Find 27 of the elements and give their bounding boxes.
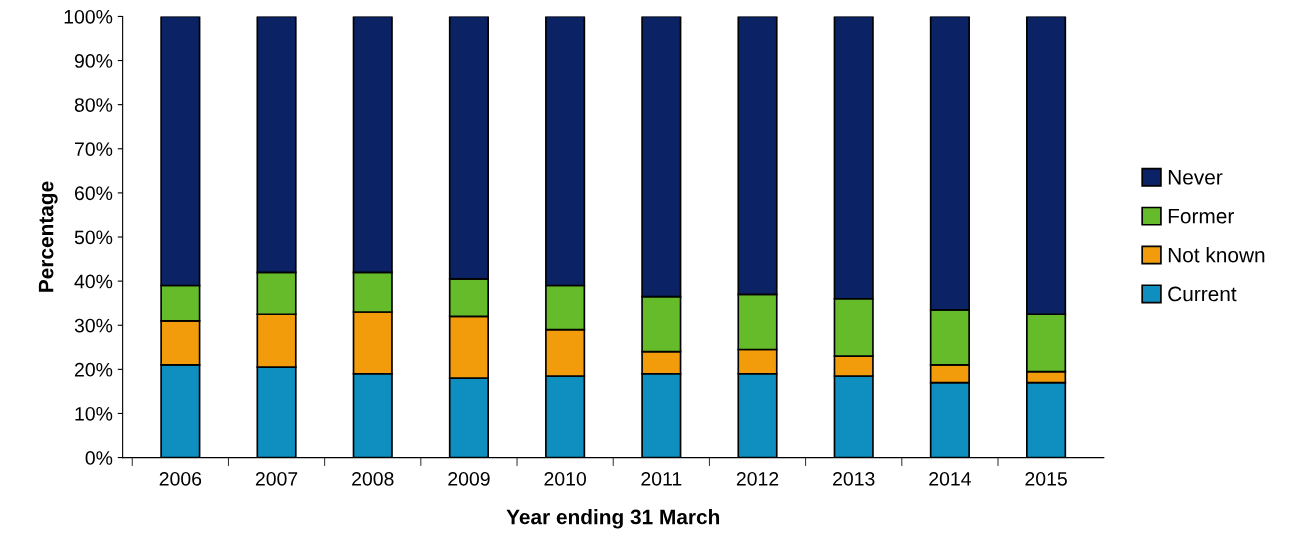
x-axis-title: Year ending 31 March [506, 509, 720, 529]
y-tick-label: 80% [74, 98, 113, 112]
y-axis-title: Percentage [38, 181, 58, 292]
x-tick-label: 2006 [159, 471, 202, 486]
y-tick-label: 60% [74, 186, 113, 201]
y-tick-label: 50% [74, 230, 113, 245]
legend-label: Never [1168, 170, 1223, 185]
y-tick-label: 10% [75, 406, 113, 421]
legend-label: Former [1168, 208, 1234, 224]
y-tick-label: 40% [74, 274, 113, 289]
x-tick-label: 2008 [352, 471, 394, 486]
x-tick-label: 2007 [255, 471, 298, 486]
y-tick-label: 70% [75, 142, 113, 157]
y-tick-label: 100% [64, 9, 113, 24]
x-tick-label: 2014 [929, 471, 971, 486]
x-tick-label: 2013 [833, 471, 875, 486]
y-tick-label: 0% [85, 451, 113, 465]
x-tick-label: 2012 [736, 471, 779, 486]
x-tick-label: 2010 [544, 471, 586, 486]
x-tick-label: 2015 [1025, 471, 1067, 486]
x-tick-label: 2009 [448, 471, 490, 486]
y-tick-label: 20% [74, 362, 113, 377]
legend-label: Current [1168, 286, 1237, 302]
y-tick-label: 90% [74, 54, 113, 68]
y-tick-label: 30% [74, 318, 113, 333]
legend-label: Not known [1168, 247, 1265, 263]
x-tick-label: 2011 [641, 471, 682, 486]
